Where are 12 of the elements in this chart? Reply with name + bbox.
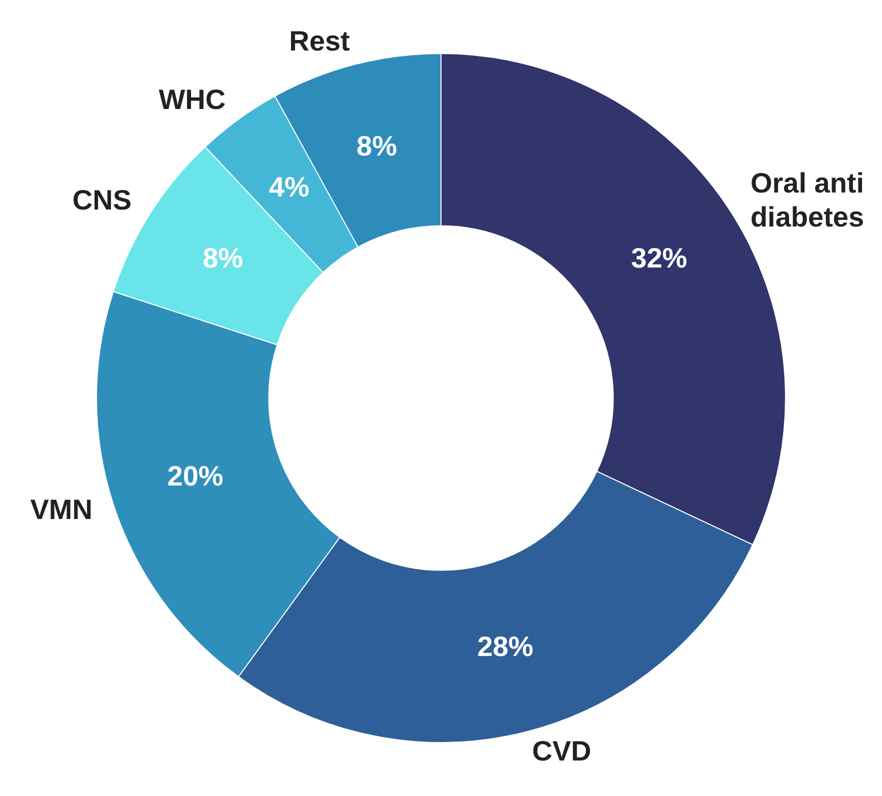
slice-label: Rest: [289, 26, 350, 57]
data-label: 8%: [202, 242, 244, 274]
slice-label: VMN: [30, 494, 92, 525]
data-label: 20%: [167, 460, 224, 492]
slice-label: Oral anti diabetes: [750, 167, 864, 232]
data-label: 4%: [268, 172, 310, 203]
slice-label: WHC: [158, 84, 226, 116]
data-label: 8%: [356, 130, 398, 162]
data-label: 32%: [631, 242, 688, 274]
slice-label: CVD: [532, 736, 592, 767]
data-label: 28%: [477, 630, 534, 662]
slice-label: CNS: [72, 184, 132, 216]
